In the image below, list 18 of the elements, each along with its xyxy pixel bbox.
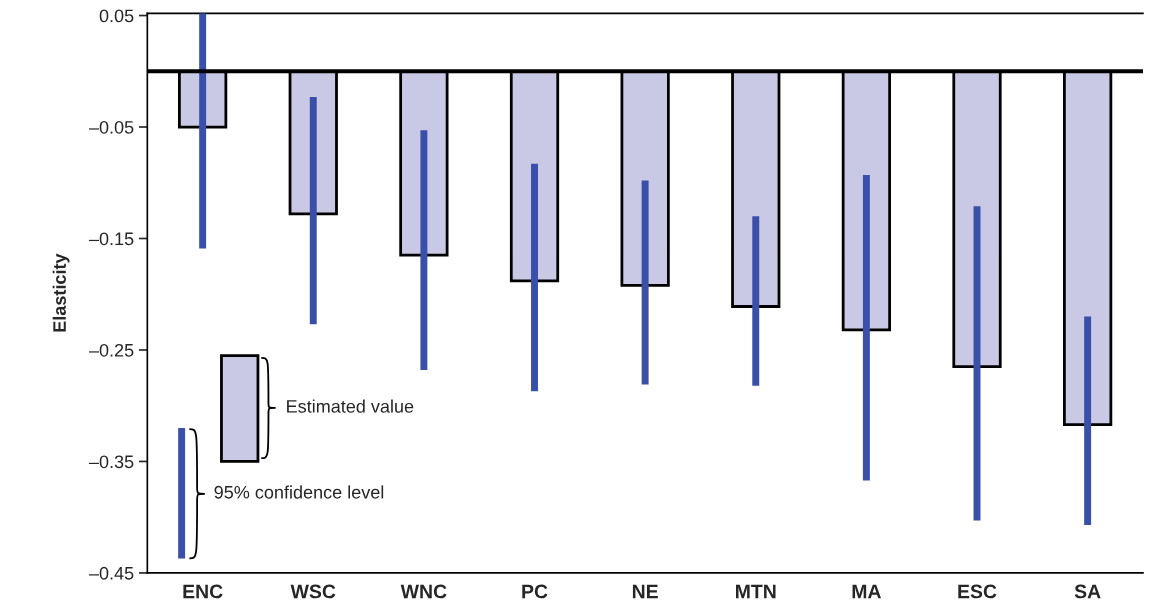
x-tick-label: WNC (400, 584, 447, 599)
y-tick-label: –0.35 (88, 455, 134, 469)
y-tick-label: 0.05 (99, 9, 134, 23)
y-axis-title: Elasticity (52, 253, 70, 332)
x-tick-label: MA (852, 584, 881, 599)
y-tick-label: –0.25 (88, 343, 134, 357)
x-tick-label: NE (632, 584, 658, 599)
annotation: 95% confidence level (214, 485, 384, 499)
x-tick-label: MTN (736, 584, 776, 599)
y-tick-label: –0.15 (88, 232, 134, 246)
annotation: Estimated value (287, 399, 414, 413)
x-tick-label: ENC (183, 584, 223, 599)
x-tick-label: PC (522, 584, 548, 599)
x-tick-label: ESC (958, 584, 997, 599)
x-tick-label: WSC (290, 584, 336, 599)
y-tick-label: –0.05 (88, 120, 134, 134)
y-tick-label: –0.45 (88, 566, 134, 580)
x-tick-label: SA (1074, 584, 1101, 599)
